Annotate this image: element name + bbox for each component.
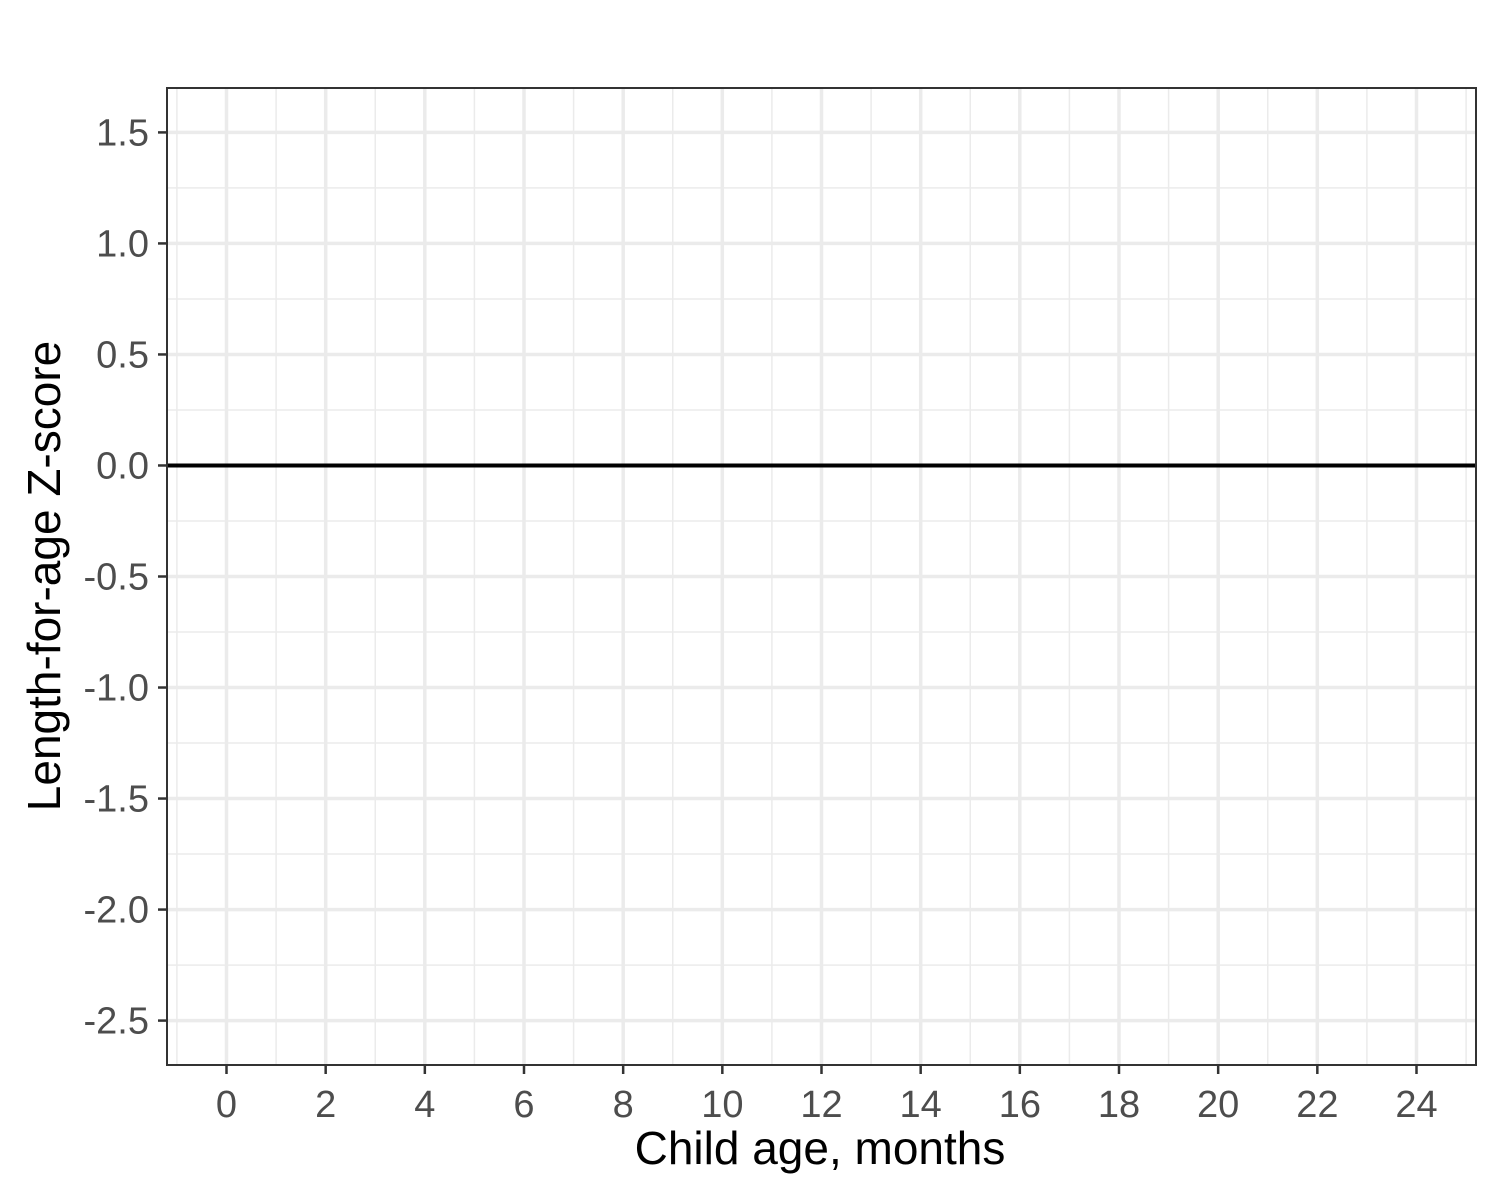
x-tick-label: 24 [1395,1084,1437,1126]
x-tick-label: 20 [1197,1084,1239,1126]
x-axis: 0 2 4 6 8 10 12 14 16 18 20 22 24 [216,1065,1438,1126]
y-tick-label: -1.0 [84,668,149,710]
x-tick-label: 22 [1296,1084,1338,1126]
x-tick-label: 12 [800,1084,842,1126]
x-tick-label: 4 [414,1084,435,1126]
y-tick-label: -2.0 [84,890,149,932]
y-tick-label: -0.5 [84,557,149,599]
y-tick-label: 0.5 [96,334,149,376]
x-tick-label: 18 [1098,1084,1140,1126]
x-tick-label: 0 [216,1084,237,1126]
x-tick-label: 16 [999,1084,1041,1126]
y-tick-label: 1.0 [96,223,149,265]
x-axis-title: Child age, months [635,1122,1006,1174]
x-tick-label: 10 [701,1084,743,1126]
x-tick-label: 6 [513,1084,534,1126]
y-tick-label: 1.5 [96,112,149,154]
x-tick-label: 2 [315,1084,336,1126]
y-tick-label: -2.5 [84,1001,149,1043]
y-axis-title: Length-for-age Z-score [18,341,70,811]
y-axis: 1.5 1.0 0.5 0.0 -0.5 -1.0 -1.5 -2.0 -2.5 [84,112,167,1043]
x-tick-label: 8 [613,1084,634,1126]
major-gridlines [167,88,1476,1065]
y-tick-label: 0.0 [96,445,149,487]
x-tick-label: 14 [900,1084,942,1126]
y-tick-label: -1.5 [84,779,149,821]
